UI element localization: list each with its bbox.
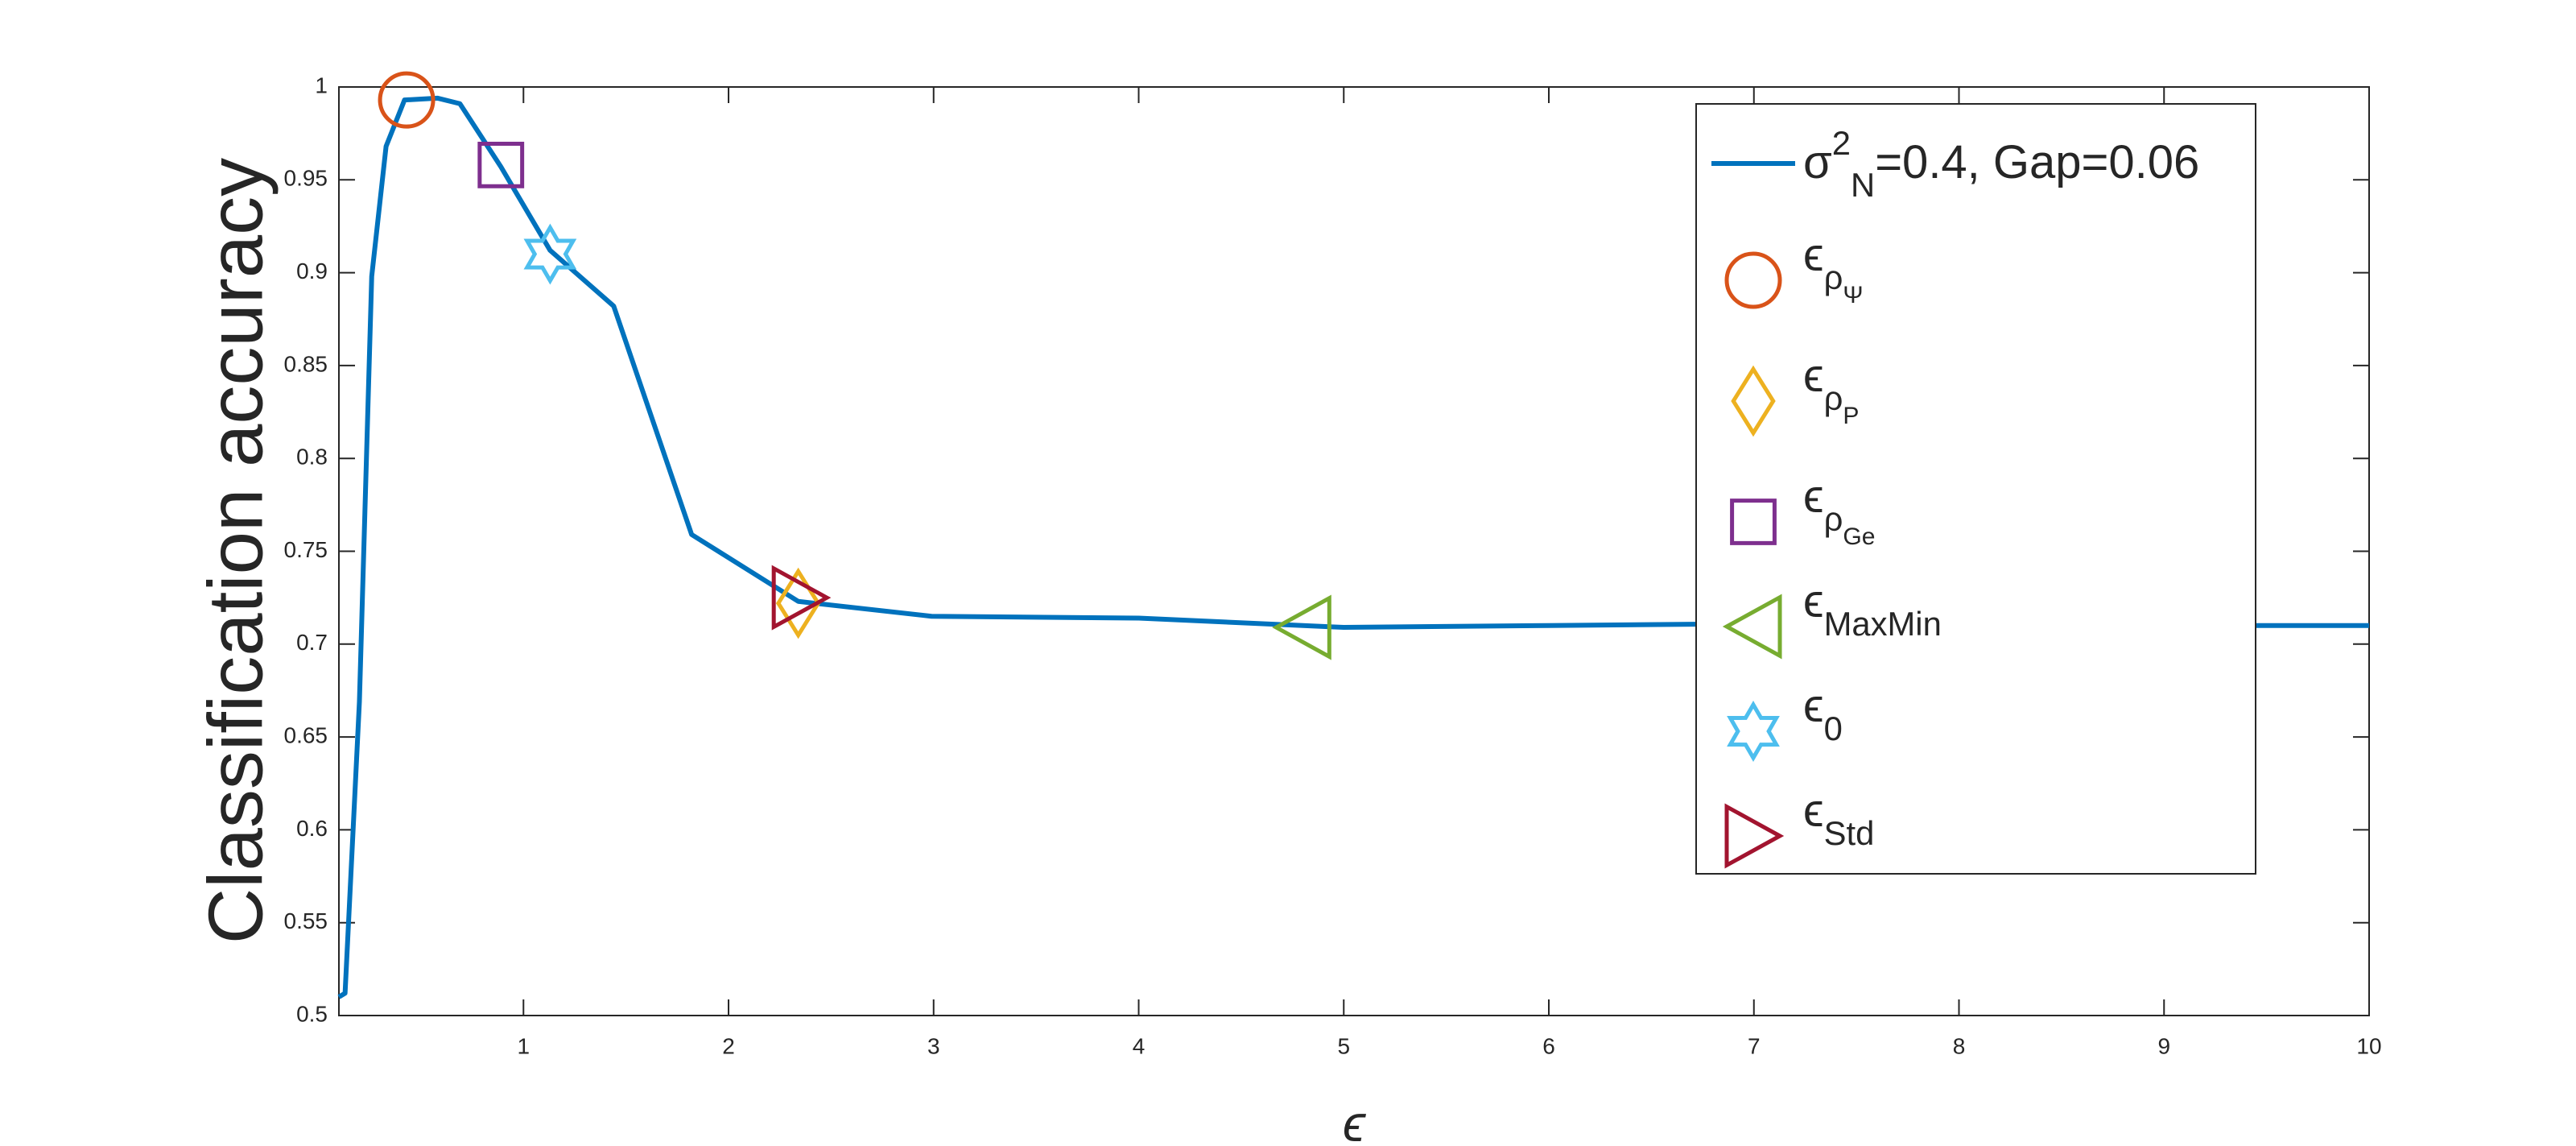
x-tick-label: 7 bbox=[1748, 1033, 1761, 1058]
x-axis-label: ϵ bbox=[1343, 1094, 1367, 1146]
marker bbox=[771, 565, 832, 631]
legend-marker bbox=[1724, 803, 1785, 869]
y-tick-label: 0.5 bbox=[296, 1001, 328, 1026]
y-axis-label: Classification accuracy bbox=[192, 158, 279, 944]
y-tick-label: 0.9 bbox=[296, 259, 328, 283]
legend-label: ϵρΨ bbox=[1803, 229, 1864, 308]
legend-box bbox=[1695, 103, 2256, 875]
legend-label: ϵ0 bbox=[1803, 680, 1843, 747]
marker bbox=[523, 223, 577, 285]
legend-marker bbox=[1730, 499, 1777, 545]
legend-marker bbox=[1727, 701, 1780, 762]
legend-marker bbox=[1724, 251, 1782, 309]
legend-marker bbox=[1731, 365, 1776, 437]
y-tick-label: 1 bbox=[315, 72, 328, 97]
data-line bbox=[337, 95, 2369, 999]
legend-label: ϵMaxMin bbox=[1803, 575, 1942, 643]
y-tick-label: 0.75 bbox=[284, 537, 328, 562]
marker bbox=[477, 141, 525, 188]
legend-label: ϵρGe bbox=[1803, 470, 1875, 550]
x-tick-label: 4 bbox=[1133, 1033, 1146, 1058]
y-tick-label: 0.55 bbox=[284, 908, 328, 933]
marker bbox=[378, 71, 436, 129]
y-tick-label: 0.85 bbox=[284, 351, 328, 376]
y-tick-label: 0.7 bbox=[296, 630, 328, 655]
x-tick-label: 9 bbox=[2157, 1033, 2170, 1058]
legend: σ2N=0.4, Gap=0.06 ϵρΨ ϵρP ϵρGe ϵMaxMin ϵ0 ϵStd bbox=[1695, 103, 2256, 875]
x-tick-label: 3 bbox=[927, 1033, 940, 1058]
y-tick-label: 0.65 bbox=[284, 722, 328, 747]
marker bbox=[1272, 594, 1331, 660]
marker bbox=[775, 567, 821, 639]
legend-marker bbox=[1722, 594, 1782, 660]
legend-label: ϵStd bbox=[1803, 784, 1874, 852]
x-tick-label: 8 bbox=[1953, 1033, 1966, 1058]
x-tick-label: 1 bbox=[517, 1033, 530, 1058]
legend-label: σ2N=0.4, Gap=0.06 bbox=[1803, 124, 2199, 204]
x-tick-label: 6 bbox=[1542, 1033, 1555, 1058]
x-tick-label: 5 bbox=[1337, 1033, 1350, 1058]
y-tick-label: 0.6 bbox=[296, 816, 328, 841]
y-tick-label: 0.8 bbox=[296, 445, 328, 470]
y-tick-label: 0.95 bbox=[284, 166, 328, 191]
legend-label: ϵρP bbox=[1803, 350, 1859, 429]
x-tick-label: 10 bbox=[2356, 1033, 2381, 1058]
x-tick-label: 2 bbox=[722, 1033, 735, 1058]
